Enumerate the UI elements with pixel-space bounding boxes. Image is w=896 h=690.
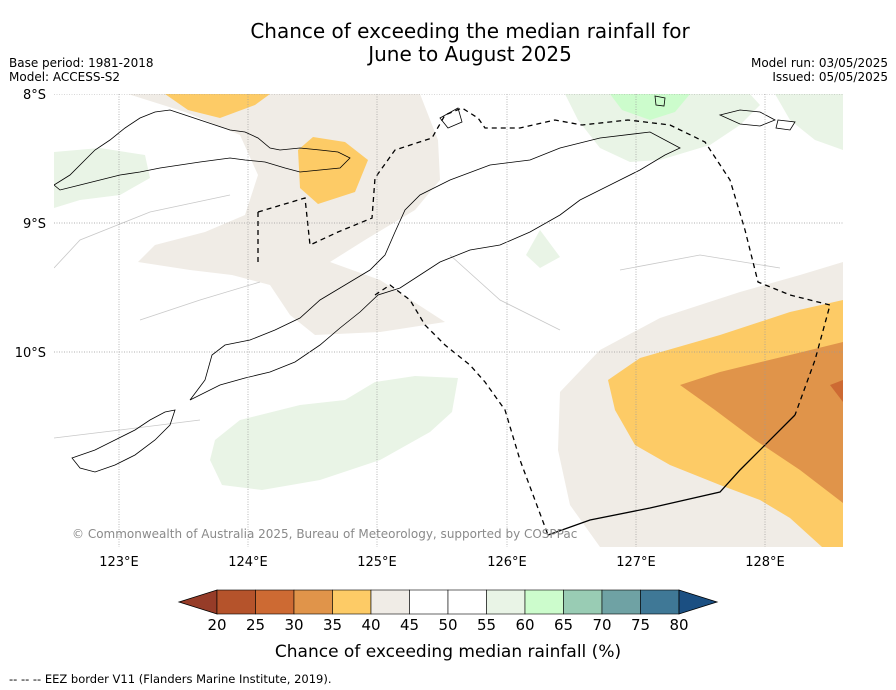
- colorbar-segment: [524, 589, 564, 615]
- colorbar-tick-label: 20: [207, 616, 226, 634]
- lon-label-128e: 128°E: [745, 555, 785, 570]
- lon-label-126e: 126°E: [487, 555, 527, 570]
- eez-border: [257, 107, 831, 536]
- colorbar-tick-label: 45: [400, 616, 419, 634]
- shade-55-60-small: [526, 230, 560, 268]
- title-line-2: June to August 2025: [368, 42, 572, 66]
- colorbar-label: Chance of exceeding median rainfall (%): [275, 642, 621, 662]
- colorbar-segment: [332, 589, 372, 615]
- colorbar-segment: [447, 589, 487, 615]
- colorbar-segment: [216, 589, 256, 615]
- model-name: Model: ACCESS-S2: [9, 70, 121, 84]
- shade-35-40-blob: [298, 137, 368, 204]
- lon-label-124e: 124°E: [228, 555, 268, 570]
- colorbar-segment: [640, 589, 680, 615]
- title-line-1: Chance of exceeding the median rainfall …: [250, 19, 690, 43]
- colorbar-segment: [409, 589, 449, 615]
- colorbar: 20 25 30 35 40 45 50 55 60 65 70 75 80: [177, 589, 719, 634]
- colorbar-under-arrow: [177, 589, 218, 615]
- shade-30-35-southeast: [680, 342, 843, 503]
- colorbar-tick-label: 35: [323, 616, 342, 634]
- colorbar-tick-label: 30: [284, 616, 303, 634]
- colorbar-tick-label: 55: [477, 616, 496, 634]
- colorbar-tick-label: 80: [669, 616, 688, 634]
- coastline-north-small: [439, 107, 463, 129]
- colorbar-segment: [563, 589, 603, 615]
- lon-label-123e: 123°E: [99, 555, 139, 570]
- lat-label-9s: 9°S: [23, 217, 46, 232]
- eez-legend-note: -- -- -- EEZ border V11 (Flanders Marine…: [9, 672, 331, 686]
- colorbar-tick-label: 60: [515, 616, 534, 634]
- lon-label-127e: 127°E: [616, 555, 656, 570]
- shade-55-60-west: [54, 148, 150, 208]
- colorbar-segment: [486, 589, 526, 615]
- coastline-timor: [189, 131, 681, 401]
- model-run: Model run: 03/05/2025: [750, 56, 888, 70]
- colorbar-segment: [601, 589, 641, 615]
- lat-label-8s: 8°S: [23, 88, 46, 103]
- colorbar-tick-label: 75: [631, 616, 650, 634]
- lat-label-10s: 10°S: [15, 346, 46, 361]
- eez-border-solid: [547, 414, 796, 536]
- coastline-alor-islands: [54, 109, 351, 191]
- colorbar-tick-label: 50: [438, 616, 457, 634]
- shade-40-45-north: [128, 94, 445, 335]
- graticule: [54, 94, 843, 547]
- colorbar-tick-label: 25: [246, 616, 265, 634]
- colorbar-tick-label: 65: [554, 616, 573, 634]
- base-period: Base period: 1981-2018: [9, 56, 154, 70]
- shade-55-60-far-east: [775, 94, 843, 150]
- colorbar-segment: [255, 589, 295, 615]
- lon-label-125e: 125°E: [357, 555, 397, 570]
- colorbar-over-arrow: [678, 589, 719, 615]
- coastline-northeast-islands: [654, 95, 796, 131]
- colorbar-segment: [293, 589, 333, 615]
- issued-date: Issued: 05/05/2025: [772, 70, 888, 84]
- shade-35-40-north: [165, 94, 270, 118]
- shade-55-60-south: [210, 376, 458, 490]
- colorbar-tick-label: 40: [361, 616, 380, 634]
- copyright-text: © Commonwealth of Australia 2025, Bureau…: [72, 527, 577, 541]
- shade-60-65-northeast: [610, 94, 690, 120]
- colorbar-tick-label: 70: [592, 616, 611, 634]
- shade-55-60-northeast: [565, 94, 760, 162]
- shade-25-30-edge: [830, 380, 843, 402]
- coastline-sumba: [71, 409, 176, 473]
- colorbar-segment: [370, 589, 410, 615]
